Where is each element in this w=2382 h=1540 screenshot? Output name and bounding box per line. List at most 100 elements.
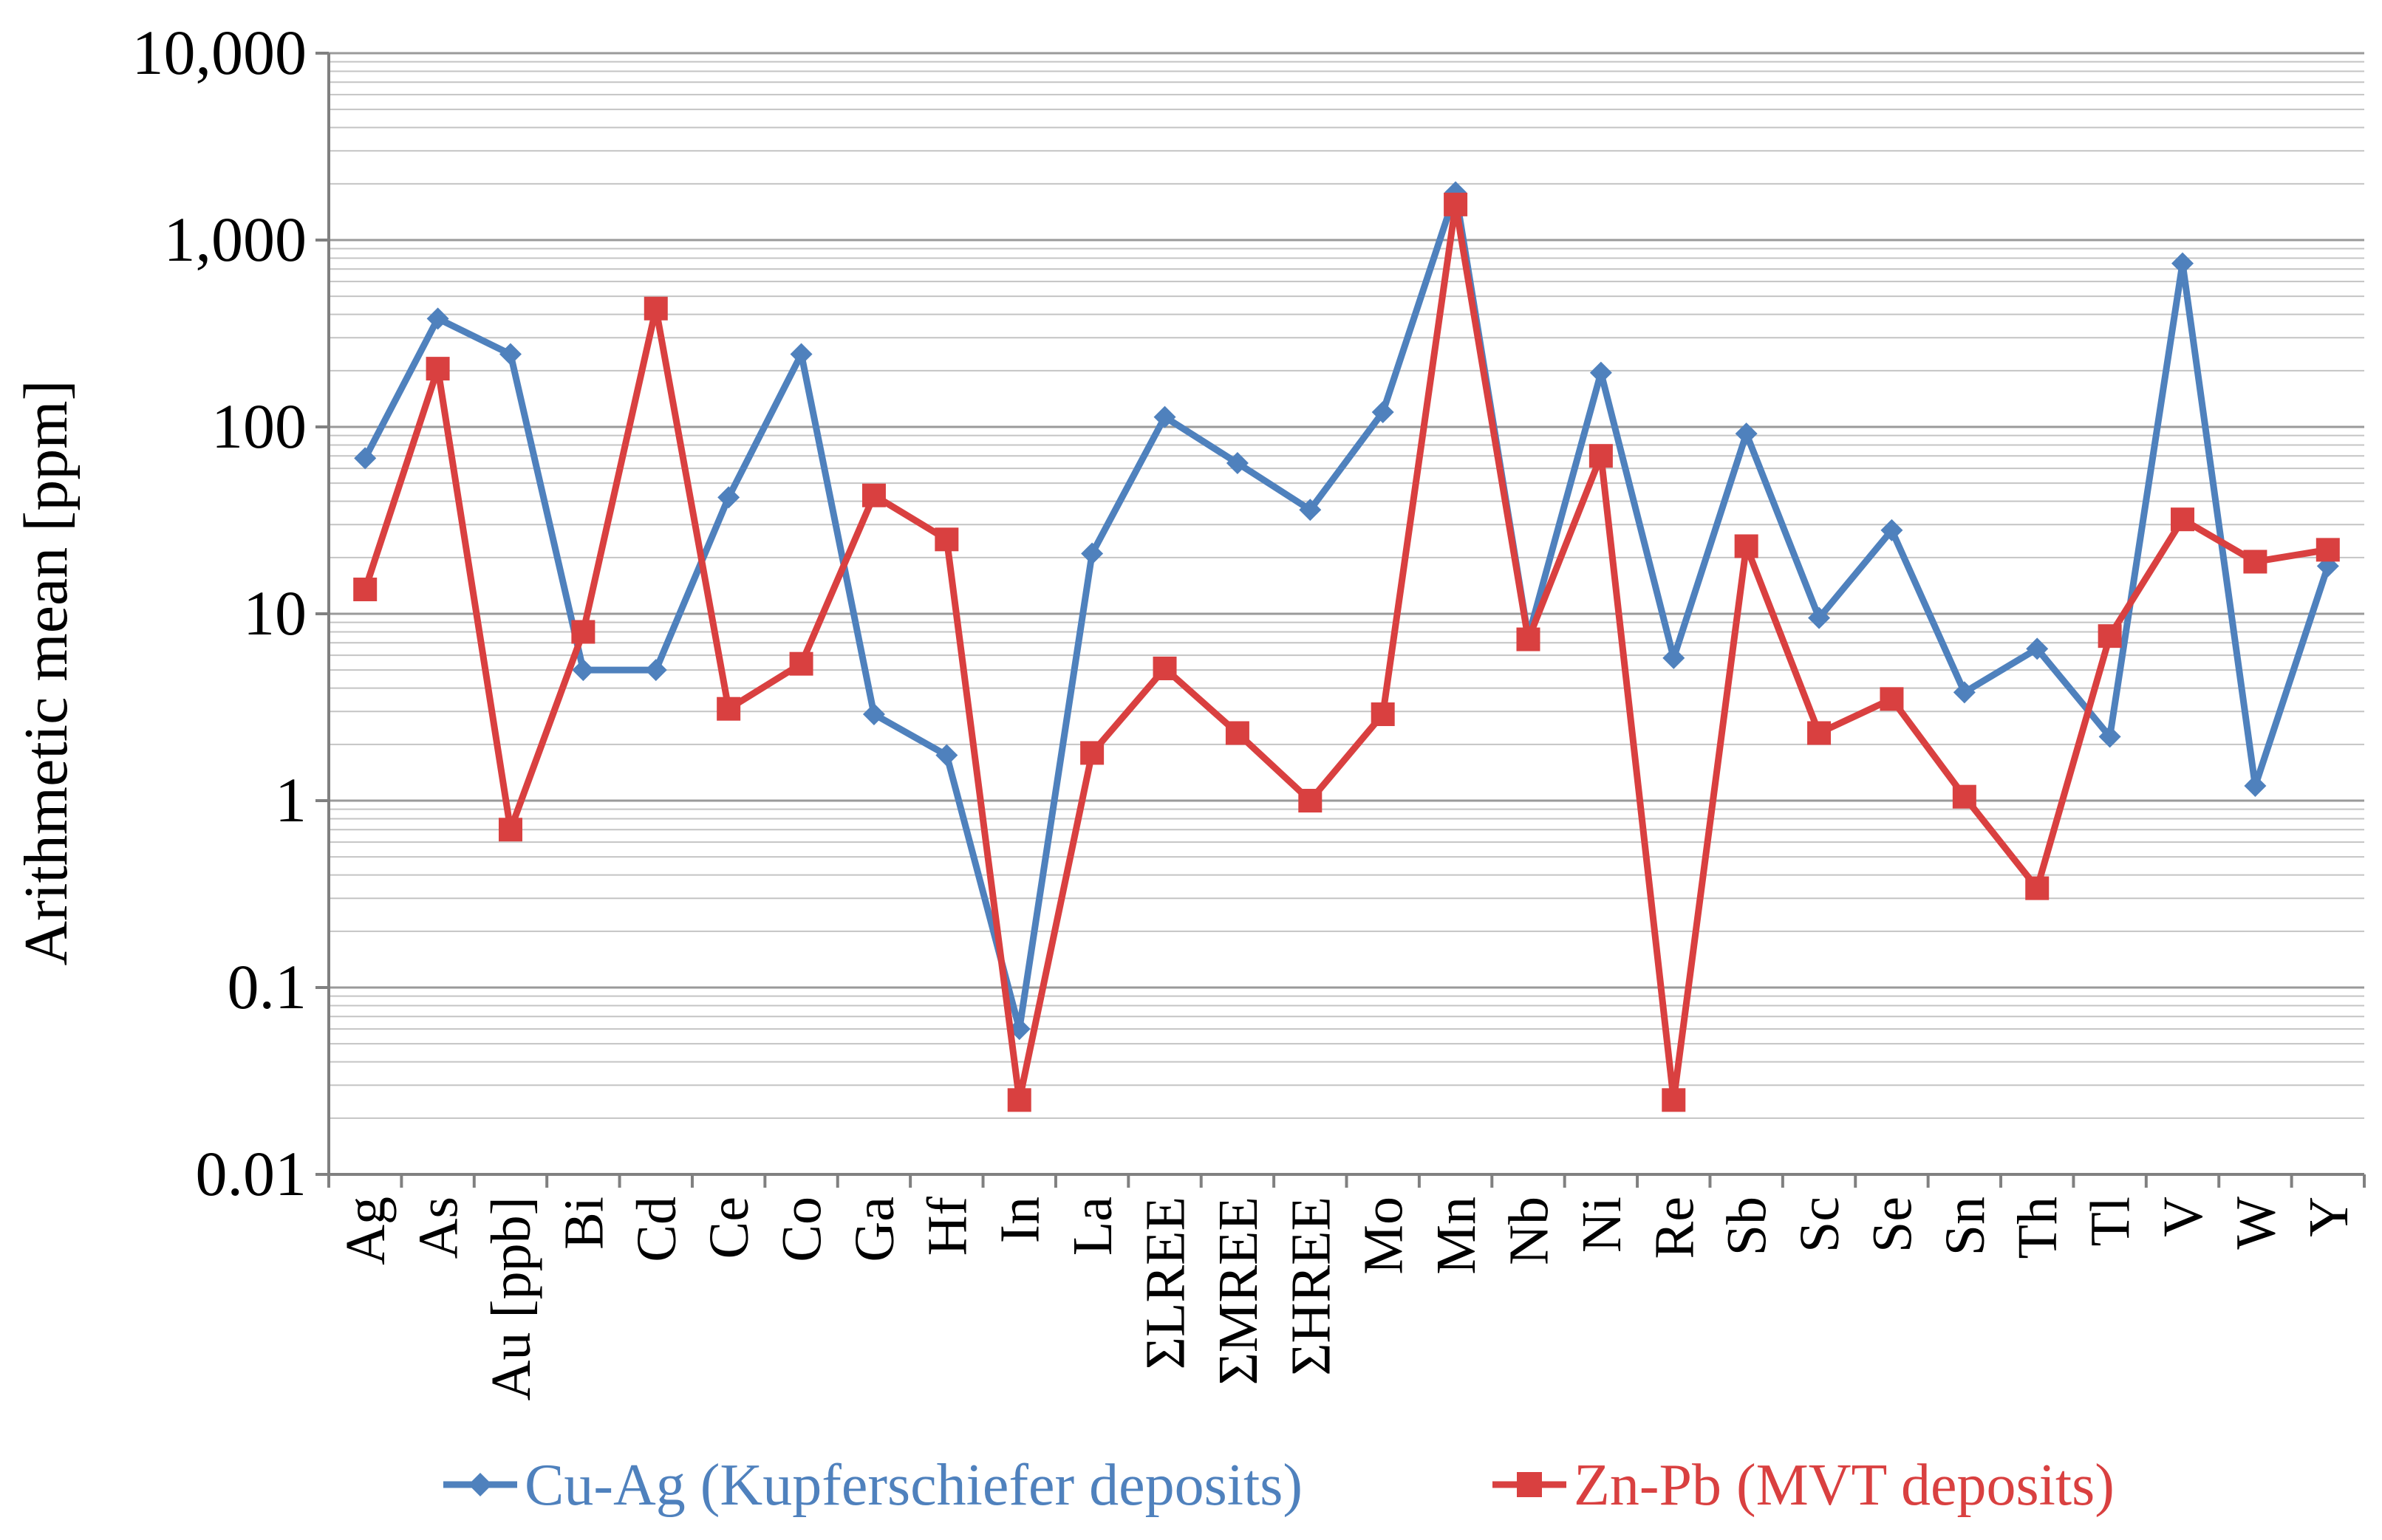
data-point bbox=[2316, 538, 2340, 562]
axes bbox=[315, 52, 2366, 1188]
x-tick-label: Ga bbox=[844, 1197, 906, 1262]
data-point bbox=[426, 307, 449, 330]
data-point bbox=[717, 486, 740, 509]
x-tick-label: ΣLREE bbox=[1135, 1197, 1197, 1369]
x-tick-label: Sb bbox=[1716, 1197, 1778, 1256]
legend-label: Cu-Ag (Kupferschiefer deposits) bbox=[525, 1453, 1303, 1518]
legend-label: Zn-Pb (MVT deposits) bbox=[1574, 1453, 2115, 1518]
data-point bbox=[1298, 789, 1323, 812]
data-point bbox=[1299, 499, 1322, 521]
data-point bbox=[572, 659, 595, 682]
series-cu-ag bbox=[354, 181, 2339, 1041]
x-tick-label: Bi bbox=[553, 1197, 615, 1250]
x-tick-label: Mn bbox=[1425, 1197, 1487, 1275]
data-point bbox=[1808, 606, 1831, 629]
legend: Cu-Ag (Kupferschiefer deposits) Zn-Pb (MV… bbox=[443, 1453, 2115, 1518]
data-point bbox=[2171, 507, 2195, 532]
x-tick-label: Au [ppb] bbox=[480, 1197, 542, 1401]
data-point bbox=[354, 447, 377, 470]
x-tick-label: Tl bbox=[2080, 1197, 2142, 1247]
data-point bbox=[2244, 774, 2267, 797]
data-point bbox=[1007, 1088, 1031, 1112]
x-tick-label: W bbox=[2225, 1197, 2287, 1250]
y-tick-label: 1 bbox=[275, 764, 307, 835]
x-tick-label: Ni bbox=[1571, 1197, 1633, 1253]
data-point bbox=[644, 659, 667, 682]
x-tick-label: As bbox=[408, 1197, 470, 1259]
data-point bbox=[789, 651, 813, 676]
data-point bbox=[717, 697, 741, 721]
data-point bbox=[426, 357, 450, 381]
data-point bbox=[1735, 422, 1758, 445]
legend-item: Cu-Ag (Kupferschiefer deposits) bbox=[443, 1453, 1303, 1518]
x-tick-label: In bbox=[989, 1197, 1051, 1243]
y-tick-label: 0.01 bbox=[196, 1138, 307, 1209]
y-tick-label: 1,000 bbox=[164, 204, 307, 275]
data-point bbox=[1371, 400, 1394, 423]
data-point bbox=[862, 703, 885, 726]
data-point bbox=[1807, 721, 1832, 745]
series-layer bbox=[353, 181, 2340, 1112]
x-tick-label: Se bbox=[1861, 1197, 1923, 1253]
x-tick-label: Hf bbox=[916, 1196, 978, 1256]
data-point bbox=[498, 818, 522, 842]
data-point bbox=[1953, 681, 1976, 704]
series-line bbox=[362, 188, 2332, 1033]
y-tick-label: 100 bbox=[211, 391, 307, 462]
data-point bbox=[861, 483, 886, 507]
data-point bbox=[2098, 725, 2121, 748]
x-tick-label: Re bbox=[1643, 1197, 1705, 1259]
series-zn-pb bbox=[353, 192, 2340, 1112]
y-tick-label: 0.1 bbox=[228, 951, 307, 1022]
x-tick-label: Ce bbox=[698, 1197, 760, 1259]
data-point bbox=[2098, 624, 2122, 648]
x-tick-label: Nb bbox=[1498, 1197, 1560, 1265]
x-tick-label: V bbox=[2152, 1197, 2214, 1237]
legend-item: Zn-Pb (MVT deposits) bbox=[1492, 1453, 2115, 1518]
grid-lines bbox=[329, 52, 2364, 1176]
data-point bbox=[1880, 519, 1903, 541]
data-point bbox=[2025, 876, 2050, 900]
data-point bbox=[353, 578, 378, 602]
data-point bbox=[1153, 656, 1177, 680]
x-tick-label: Mo bbox=[1353, 1197, 1415, 1275]
data-point bbox=[935, 527, 959, 552]
data-point bbox=[1952, 784, 1976, 809]
x-tick-label: Y bbox=[2298, 1197, 2360, 1237]
data-point bbox=[644, 296, 668, 321]
data-point bbox=[2171, 252, 2194, 275]
x-tick-label: Co bbox=[771, 1197, 833, 1262]
data-point bbox=[1226, 452, 1249, 475]
data-point bbox=[1081, 542, 1104, 565]
data-point bbox=[1589, 361, 1612, 384]
data-point bbox=[1444, 192, 1468, 216]
data-point bbox=[790, 343, 813, 366]
x-tick-label: Cd bbox=[626, 1197, 688, 1262]
data-point bbox=[1516, 627, 1540, 651]
x-tick-label: Ag bbox=[335, 1197, 397, 1265]
data-point bbox=[1588, 444, 1613, 468]
y-axis-title: Arithmetic mean [ppm] bbox=[12, 380, 81, 965]
legend-marker bbox=[468, 1473, 492, 1496]
data-point bbox=[935, 744, 958, 767]
legend-marker bbox=[1517, 1472, 1542, 1497]
y-tick-label: 10,000 bbox=[132, 17, 307, 88]
data-point bbox=[1734, 534, 1758, 558]
data-point bbox=[1662, 1088, 1686, 1112]
x-tick-label: Sn bbox=[1934, 1197, 1996, 1256]
data-point bbox=[571, 620, 596, 644]
series-line bbox=[361, 201, 2329, 1103]
y-tick-labels: 0.01 0.1 1 10 100 1,000 10,000 bbox=[132, 17, 307, 1209]
data-point bbox=[1662, 646, 1685, 669]
x-tick-label: La bbox=[1062, 1197, 1124, 1256]
data-point bbox=[2243, 550, 2267, 574]
x-tick-label: Th bbox=[2007, 1197, 2069, 1259]
data-point bbox=[1080, 741, 1105, 765]
x-tick-labels: Ag As Au [ppb] Bi Cd Ce Co Ga Hf In La ΣLREE ΣMREE ΣH… bbox=[335, 1196, 2360, 1400]
data-point bbox=[1225, 721, 1249, 745]
data-point bbox=[1153, 405, 1176, 428]
data-point bbox=[499, 343, 522, 366]
x-tick-label: ΣHREE bbox=[1280, 1197, 1342, 1376]
data-point bbox=[1880, 687, 1904, 711]
